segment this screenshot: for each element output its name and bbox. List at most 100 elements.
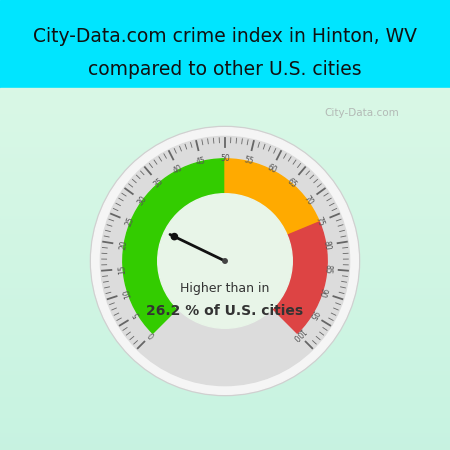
Wedge shape <box>123 159 225 333</box>
Bar <box>0 403 450 406</box>
Bar <box>0 410 450 414</box>
Text: 40: 40 <box>172 163 184 176</box>
Text: 95: 95 <box>306 308 319 321</box>
Bar <box>0 109 450 113</box>
Bar <box>0 338 450 341</box>
Bar <box>0 414 450 418</box>
Wedge shape <box>225 159 320 235</box>
Bar <box>0 218 450 222</box>
Bar <box>0 258 450 261</box>
Wedge shape <box>273 222 327 333</box>
Text: City-Data.com crime index in Hinton, WV: City-Data.com crime index in Hinton, WV <box>33 27 417 45</box>
Bar <box>0 95 450 99</box>
Bar <box>0 207 450 211</box>
Bar <box>0 265 450 269</box>
Bar <box>0 247 450 251</box>
Circle shape <box>100 136 350 386</box>
Bar <box>0 197 450 200</box>
Circle shape <box>223 259 227 263</box>
Bar <box>0 334 450 338</box>
Bar <box>0 280 450 284</box>
Bar <box>0 323 450 327</box>
Bar <box>0 399 450 403</box>
Bar <box>0 367 450 370</box>
Text: 10: 10 <box>122 287 133 299</box>
Bar <box>0 131 450 135</box>
Bar <box>0 316 450 320</box>
Bar <box>0 298 450 302</box>
Bar <box>0 305 450 309</box>
Bar <box>0 175 450 178</box>
Bar <box>0 0 450 88</box>
Bar <box>0 320 450 323</box>
Bar <box>0 396 450 399</box>
Text: 35: 35 <box>152 176 165 189</box>
Bar <box>0 102 450 106</box>
Bar <box>0 356 450 360</box>
Bar <box>0 99 450 102</box>
Bar <box>0 142 450 146</box>
Bar <box>0 352 450 356</box>
Bar <box>0 406 450 410</box>
Bar <box>0 139 450 142</box>
Bar <box>0 421 450 425</box>
Circle shape <box>90 126 360 396</box>
Bar <box>0 418 450 421</box>
Bar <box>0 189 450 193</box>
Bar <box>0 254 450 258</box>
Bar <box>0 309 450 312</box>
Text: 85: 85 <box>323 264 333 274</box>
Bar <box>0 432 450 436</box>
Bar <box>0 204 450 207</box>
Bar <box>0 167 450 171</box>
Bar <box>0 222 450 225</box>
Text: 30: 30 <box>135 194 148 207</box>
Bar <box>0 341 450 345</box>
Bar <box>0 370 450 374</box>
Bar <box>0 236 450 240</box>
Bar <box>0 157 450 160</box>
Bar <box>0 215 450 218</box>
Text: 20: 20 <box>118 239 129 250</box>
Bar <box>0 363 450 367</box>
Text: 100: 100 <box>289 325 306 342</box>
Bar <box>0 171 450 175</box>
Bar <box>0 312 450 316</box>
Text: 75: 75 <box>314 216 326 228</box>
Bar <box>0 153 450 157</box>
Bar <box>0 302 450 305</box>
Text: 65: 65 <box>285 176 298 189</box>
Bar <box>0 149 450 153</box>
Bar <box>0 160 450 164</box>
Circle shape <box>158 194 292 328</box>
Bar <box>0 146 450 149</box>
Text: 70: 70 <box>302 194 315 207</box>
Bar <box>0 261 450 265</box>
Bar <box>0 269 450 273</box>
Bar <box>0 178 450 182</box>
Text: 15: 15 <box>117 264 127 274</box>
Text: Higher than in: Higher than in <box>180 282 270 295</box>
Bar <box>0 388 450 392</box>
Bar <box>0 243 450 247</box>
Bar <box>0 443 450 446</box>
Bar <box>0 327 450 330</box>
Circle shape <box>171 234 177 240</box>
Text: City-Data.com: City-Data.com <box>324 108 399 117</box>
Bar <box>0 91 450 95</box>
Text: 55: 55 <box>243 156 255 166</box>
Bar <box>0 330 450 334</box>
Text: 50: 50 <box>220 154 230 163</box>
Bar <box>0 182 450 185</box>
Text: 90: 90 <box>317 287 328 299</box>
Bar <box>0 124 450 128</box>
Bar <box>0 381 450 385</box>
Text: 5: 5 <box>132 310 143 319</box>
Bar <box>0 164 450 167</box>
Text: 45: 45 <box>195 156 207 166</box>
Bar <box>0 428 450 432</box>
Bar <box>0 211 450 215</box>
Bar <box>0 446 450 450</box>
Bar <box>0 251 450 254</box>
Bar <box>0 385 450 388</box>
